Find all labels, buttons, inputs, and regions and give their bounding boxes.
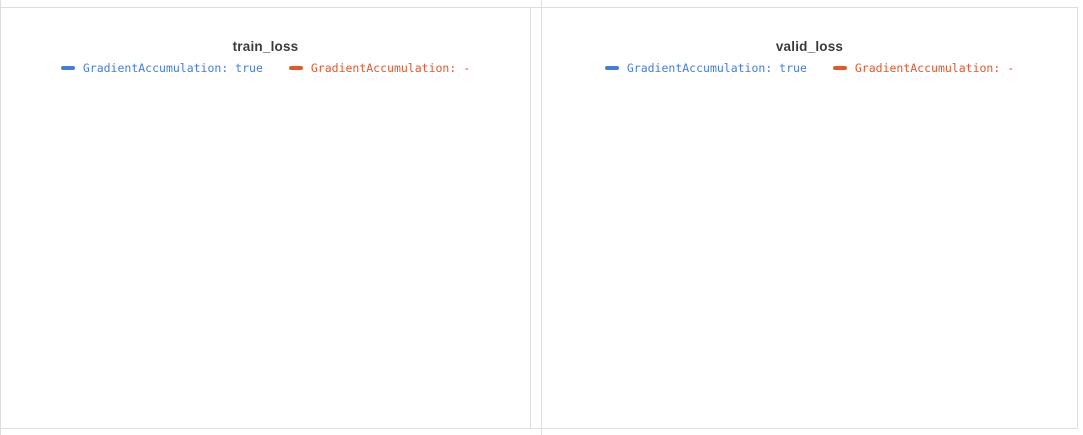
legend-label: GradientAccumulation: true bbox=[82, 61, 263, 75]
border-left bbox=[0, 0, 1, 435]
legend-item-gradient-accumulation-true: GradientAccumulation: true bbox=[604, 61, 807, 75]
panel-train-loss[interactable]: train_loss GradientAccumulation: true Gr… bbox=[1, 8, 530, 428]
panel-title-train-loss: train_loss bbox=[232, 39, 299, 54]
border-top bbox=[0, 7, 1078, 8]
legend-line-swatch-icon bbox=[832, 66, 847, 70]
legend-item-gradient-accumulation-dash: GradientAccumulation: - bbox=[288, 61, 471, 75]
legend-train-loss: GradientAccumulation: true GradientAccum… bbox=[1, 62, 530, 74]
border-right-panel-left-edge bbox=[541, 0, 542, 435]
legend-line-swatch-icon bbox=[604, 66, 619, 70]
legend-line-swatch-icon bbox=[288, 66, 303, 70]
border-left-panel-right-edge bbox=[530, 7, 531, 428]
legend-valid-loss: GradientAccumulation: true GradientAccum… bbox=[542, 62, 1077, 74]
legend-item-gradient-accumulation-dash: GradientAccumulation: - bbox=[832, 61, 1015, 75]
panel-valid-loss[interactable]: valid_loss GradientAccumulation: true Gr… bbox=[542, 8, 1077, 428]
legend-label: GradientAccumulation: true bbox=[626, 61, 807, 75]
border-right bbox=[1077, 7, 1078, 428]
legend-label: GradientAccumulation: - bbox=[310, 61, 471, 75]
border-bottom bbox=[0, 428, 1078, 429]
legend-line-swatch-icon bbox=[60, 66, 75, 70]
legend-item-gradient-accumulation-true: GradientAccumulation: true bbox=[60, 61, 263, 75]
panel-title-valid-loss: valid_loss bbox=[775, 39, 844, 54]
legend-label: GradientAccumulation: - bbox=[854, 61, 1015, 75]
